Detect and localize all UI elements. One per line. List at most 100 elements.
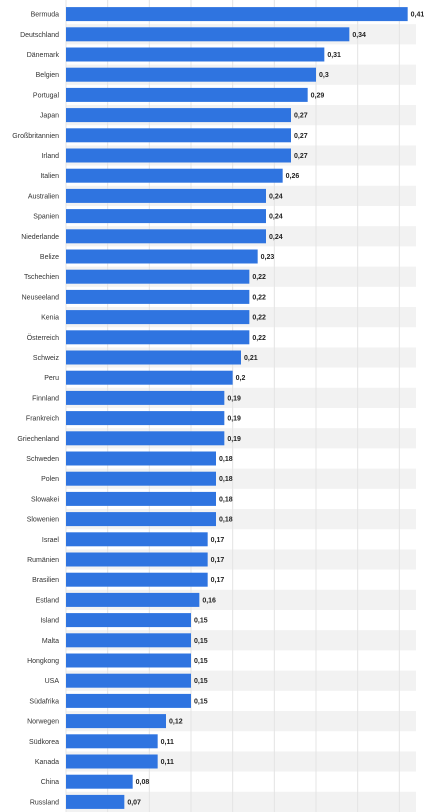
category-label: Kenia (41, 315, 59, 322)
bar[interactable] (66, 148, 291, 163)
category-label: USA (45, 678, 60, 685)
bar[interactable] (66, 693, 191, 708)
bar[interactable] (66, 209, 266, 224)
bar[interactable] (66, 390, 225, 405)
category-label: Südkorea (29, 739, 59, 746)
category-label: Island (40, 618, 59, 625)
category-label: Norwegen (27, 719, 59, 726)
value-label: 0,24 (269, 193, 283, 200)
value-label: 0,27 (294, 133, 308, 140)
category-label: Österreich (27, 334, 59, 342)
bar[interactable] (66, 108, 291, 123)
value-label: 0,18 (219, 496, 233, 503)
value-label: 0,11 (161, 759, 174, 766)
bar[interactable] (66, 592, 200, 607)
category-label: Japan (40, 113, 59, 120)
value-label: 0,21 (244, 355, 258, 362)
value-label: 0,15 (194, 678, 208, 685)
bar[interactable] (66, 633, 191, 648)
bar[interactable] (66, 613, 191, 628)
category-label: Israel (42, 537, 60, 544)
value-label: 0,11 (161, 739, 174, 746)
row-band (66, 791, 416, 812)
value-label: 0,27 (294, 113, 308, 120)
value-label: 0,29 (311, 92, 325, 99)
bar[interactable] (66, 370, 233, 385)
category-label: Estland (36, 597, 59, 604)
value-label: 0,12 (169, 719, 183, 726)
value-label: 0,22 (252, 274, 266, 281)
category-label: China (41, 779, 59, 786)
category-label: Südafrika (29, 698, 59, 705)
bar[interactable] (66, 451, 216, 466)
value-label: 0,23 (261, 254, 275, 261)
bar[interactable] (66, 350, 241, 365)
bar[interactable] (66, 673, 191, 688)
bar[interactable] (66, 128, 291, 143)
category-label: Portugal (33, 92, 60, 99)
value-label: 0,3 (319, 72, 329, 79)
value-label: 0,17 (211, 577, 225, 584)
value-labels: 0,41 0,34 0,31 0,3 0,29 0,27 0,27 0,27 0,26 0,24 0… (127, 12, 424, 807)
bar[interactable] (66, 229, 266, 244)
bar[interactable] (66, 532, 208, 547)
bar[interactable] (66, 491, 216, 506)
bar[interactable] (66, 249, 258, 264)
value-label: 0,08 (136, 779, 150, 786)
bar[interactable] (66, 774, 133, 789)
category-label: Schweden (26, 456, 59, 463)
category-label: Bermuda (31, 12, 60, 19)
bar[interactable] (66, 27, 350, 42)
value-label: 0,22 (252, 315, 266, 322)
bar[interactable] (66, 269, 250, 284)
bar[interactable] (66, 310, 250, 325)
value-label: 0,22 (252, 335, 266, 342)
category-label: Irland (41, 153, 59, 160)
bar[interactable] (66, 714, 166, 729)
value-label: 0,22 (252, 294, 266, 301)
category-label: Neuseeland (22, 294, 59, 301)
bar[interactable] (66, 289, 250, 304)
category-label: Belgien (36, 72, 59, 79)
bar[interactable] (66, 552, 208, 567)
bar[interactable] (66, 168, 283, 183)
category-label: Finnland (32, 395, 59, 402)
value-label: 0,15 (194, 618, 208, 625)
value-label: 0,18 (219, 476, 233, 483)
bar[interactable] (66, 47, 325, 62)
bar[interactable] (66, 512, 216, 527)
bar[interactable] (66, 572, 208, 587)
bar[interactable] (66, 67, 316, 82)
value-label: 0,07 (127, 799, 141, 806)
value-label: 0,15 (194, 698, 208, 705)
value-label: 0,34 (352, 32, 366, 39)
bar[interactable] (66, 653, 191, 668)
value-label: 0,24 (269, 214, 283, 221)
value-label: 0,27 (294, 153, 308, 160)
bar[interactable] (66, 330, 250, 345)
bar[interactable] (66, 7, 408, 22)
bars (66, 7, 408, 809)
bar[interactable] (66, 188, 266, 203)
value-label: 0,15 (194, 658, 208, 665)
value-label: 0,19 (227, 436, 241, 443)
bar[interactable] (66, 87, 308, 102)
category-label: Peru (44, 375, 59, 382)
value-label: 0,17 (211, 537, 225, 544)
bar[interactable] (66, 411, 225, 426)
bar[interactable] (66, 471, 216, 486)
bar[interactable] (66, 794, 125, 809)
value-label: 0,2 (236, 375, 246, 382)
category-label: Belize (40, 254, 59, 261)
category-label: Großbritannien (12, 133, 59, 140)
category-label: Niederlande (21, 234, 59, 241)
category-label: Slowenien (27, 517, 59, 524)
category-label: Dänemark (27, 52, 60, 59)
value-label: 0,15 (194, 638, 208, 645)
bar[interactable] (66, 754, 158, 769)
category-label: Schweiz (33, 355, 60, 362)
category-label: Russland (30, 799, 59, 806)
bar[interactable] (66, 734, 158, 749)
bar[interactable] (66, 431, 225, 446)
